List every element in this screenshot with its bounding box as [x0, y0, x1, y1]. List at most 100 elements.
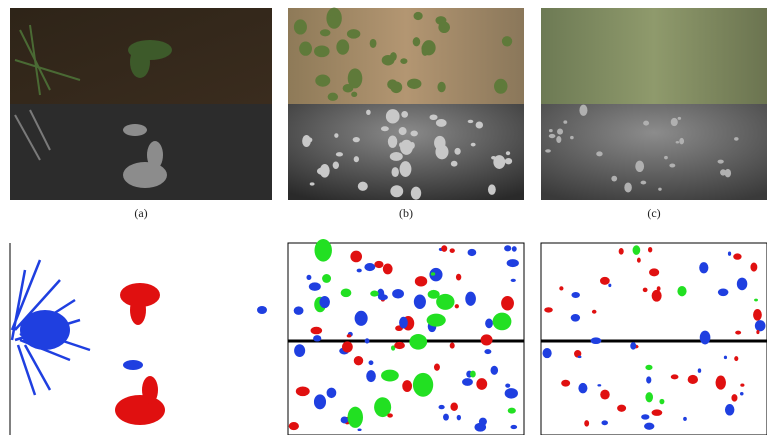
plant [451, 161, 458, 167]
blob [402, 380, 412, 392]
blob [700, 331, 711, 345]
blob [508, 408, 516, 414]
plant [347, 29, 360, 38]
plant [366, 110, 371, 115]
blob [608, 284, 611, 287]
blob [592, 310, 597, 314]
blob [578, 356, 582, 359]
blob [428, 290, 440, 299]
blob [512, 246, 517, 252]
blob [491, 366, 499, 375]
figure: (a) (b) (c) [0, 0, 767, 435]
blob [296, 386, 310, 396]
plant [390, 185, 403, 197]
blob [484, 349, 491, 354]
blob [315, 239, 332, 262]
blob [322, 274, 331, 283]
blob [740, 383, 744, 386]
blob [313, 335, 321, 341]
blob [756, 330, 759, 334]
plant [336, 152, 343, 156]
plant [454, 148, 460, 155]
blob [600, 277, 610, 285]
plant [400, 140, 413, 155]
plant [438, 22, 450, 33]
plant [422, 46, 429, 56]
plant [400, 58, 407, 64]
plant [563, 120, 567, 123]
plant [549, 129, 553, 132]
blob [427, 314, 446, 327]
blob [600, 390, 609, 400]
caption: (a) [134, 206, 147, 220]
plant [388, 135, 397, 147]
blob [677, 286, 686, 296]
blob [306, 275, 311, 280]
blob [750, 263, 757, 272]
blob [543, 348, 552, 358]
blob [370, 291, 378, 297]
blob [455, 304, 459, 308]
plant [556, 136, 561, 143]
blob [374, 261, 383, 268]
blob [311, 327, 323, 335]
blob [413, 373, 433, 397]
plant [328, 93, 338, 101]
blob [342, 341, 353, 352]
blob [294, 344, 305, 357]
blob [716, 376, 726, 390]
blob [633, 245, 641, 255]
plant [549, 134, 556, 138]
plant [545, 149, 551, 152]
blob [645, 392, 653, 402]
blob [561, 380, 570, 387]
blob [434, 364, 440, 371]
blob [501, 296, 514, 311]
blob [357, 269, 362, 273]
plant [413, 12, 422, 20]
blob [409, 334, 427, 350]
plant [320, 164, 330, 178]
blob [476, 378, 487, 390]
blob [645, 365, 652, 370]
blob [493, 313, 512, 331]
blob [443, 414, 449, 421]
plant [493, 155, 505, 169]
blob [735, 331, 741, 335]
blob [688, 375, 698, 384]
blob [699, 262, 708, 273]
blob [341, 416, 349, 423]
blob [462, 378, 473, 386]
plant [641, 181, 647, 185]
blob [415, 276, 427, 286]
blob [327, 388, 337, 398]
blob [728, 251, 731, 255]
blob [571, 314, 580, 322]
blob [470, 371, 476, 378]
blob [755, 320, 766, 331]
blob [630, 342, 636, 349]
plant [734, 137, 738, 141]
blob [571, 292, 580, 298]
blob [646, 376, 651, 383]
plant [399, 127, 407, 135]
blob [590, 337, 601, 344]
blob [559, 286, 563, 290]
blob [505, 388, 518, 398]
blob [734, 356, 738, 361]
blob [698, 368, 701, 373]
blob [450, 248, 455, 253]
blob [597, 384, 601, 386]
plant [390, 81, 402, 93]
plant [635, 161, 644, 172]
plant [643, 121, 649, 126]
plant [494, 79, 507, 94]
plant [370, 39, 377, 48]
plant [679, 138, 684, 145]
plant [570, 136, 574, 139]
plant [505, 158, 512, 164]
plant [488, 184, 496, 195]
blob [399, 317, 408, 329]
blob [507, 259, 519, 267]
blob [450, 402, 458, 411]
